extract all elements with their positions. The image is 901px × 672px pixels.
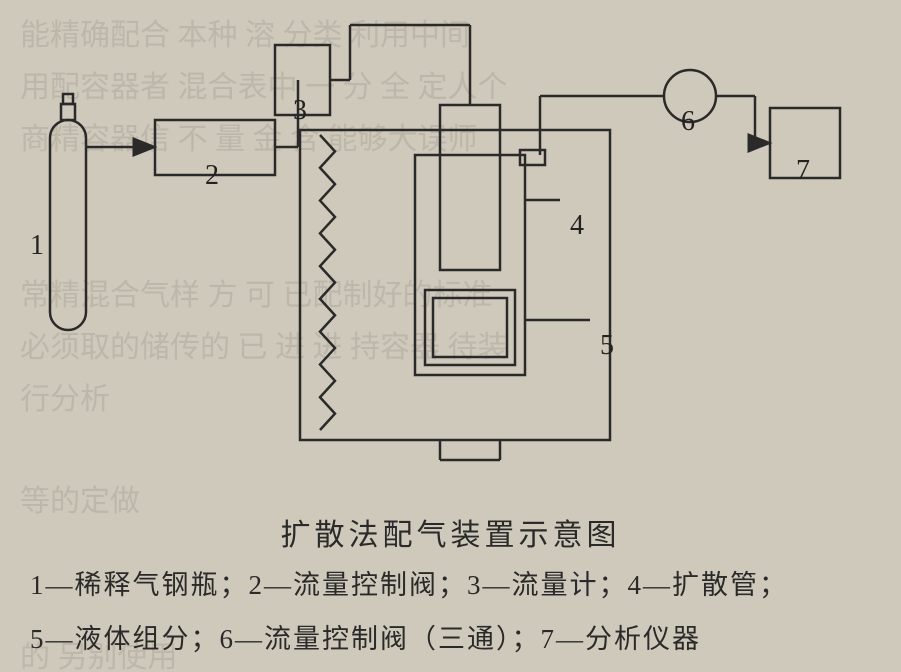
diagram-legend: 1—稀释气钢瓶；2—流量控制阀；3—流量计；4—扩散管； 5—液体组分；6—流量…	[30, 558, 880, 666]
legend-line-1: 1—稀释气钢瓶；2—流量控制阀；3—流量计；4—扩散管；	[30, 558, 880, 612]
diagram-canvas: 能精确配合 本种 溶 分类 利用中间用配容器者 混合表中 一 分 全 定人个商精…	[0, 0, 901, 672]
diagram-caption: 扩散法配气装置示意图	[0, 510, 901, 554]
component-label-6: 6	[681, 106, 695, 138]
component-label-5: 5	[600, 330, 614, 362]
component-label-3: 3	[293, 95, 307, 127]
component-label-1: 1	[30, 230, 44, 262]
component-label-7: 7	[796, 155, 810, 187]
legend-line-2: 5—液体组分；6—流量控制阀（三通）；7—分析仪器	[30, 612, 880, 666]
component-label-2: 2	[205, 160, 219, 192]
component-label-4: 4	[570, 210, 584, 242]
